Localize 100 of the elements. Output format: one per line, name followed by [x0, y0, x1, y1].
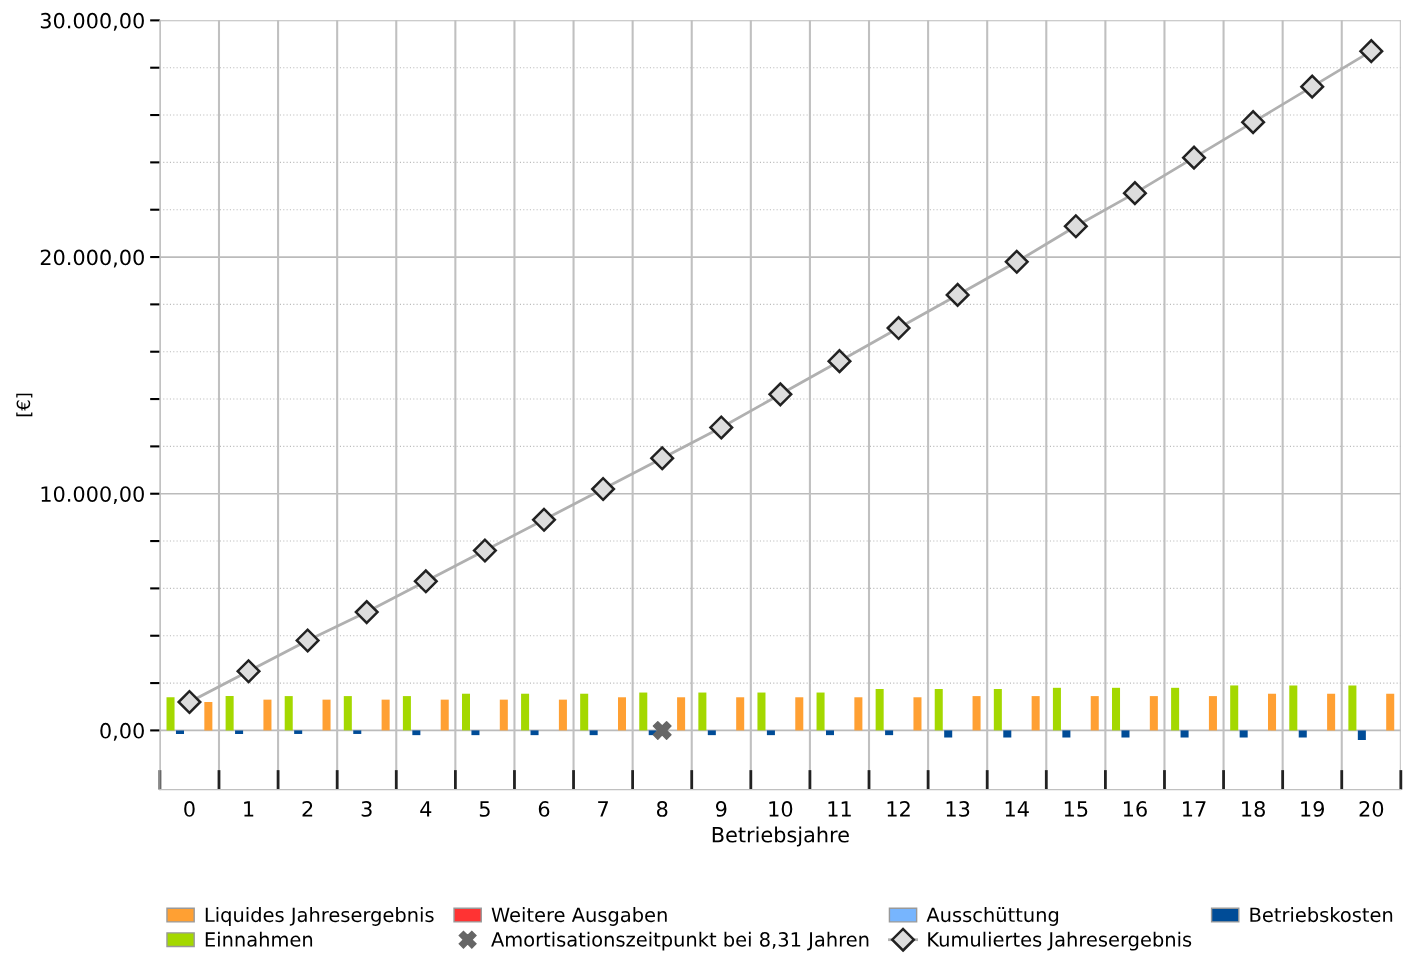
bar — [235, 730, 244, 734]
bar — [353, 730, 362, 734]
x-tick-label: 18 — [1242, 801, 1265, 817]
point — [1241, 110, 1266, 135]
point — [531, 507, 557, 532]
bar — [1031, 696, 1040, 731]
x-tick-label: 14 — [1005, 801, 1029, 817]
bar — [1090, 696, 1099, 731]
bar — [972, 696, 981, 731]
point — [354, 600, 379, 625]
x-tick-label: 16 — [1123, 801, 1147, 817]
bar — [1003, 730, 1012, 738]
point — [413, 569, 438, 594]
bar — [677, 697, 686, 731]
bar — [875, 688, 884, 731]
bar — [589, 730, 598, 736]
bar — [471, 730, 480, 736]
bar — [263, 699, 272, 731]
bar — [1348, 685, 1357, 731]
bar — [580, 693, 589, 731]
point — [886, 316, 911, 341]
bar — [795, 697, 804, 731]
point — [472, 538, 497, 563]
bar — [816, 692, 825, 731]
point — [236, 659, 261, 684]
bar — [440, 699, 449, 731]
x-tick-label: 20 — [1359, 801, 1384, 817]
x-tick-label: 10 — [769, 801, 793, 817]
point — [709, 415, 734, 440]
bar — [913, 697, 922, 731]
point — [295, 628, 320, 653]
bar — [1327, 693, 1336, 731]
x-tick-label: 5 — [479, 801, 490, 817]
legend-label: Einnahmen — [205, 931, 313, 947]
bar — [175, 730, 185, 734]
bar — [1052, 687, 1061, 731]
x-tick-label: 8 — [656, 801, 668, 817]
bar — [1121, 730, 1130, 738]
bar — [736, 697, 745, 731]
bar — [343, 696, 352, 731]
x-tick-label: 3 — [361, 801, 372, 817]
legend-label: Kumuliertes Jahresergebnis — [928, 931, 1192, 951]
x-tick-label: 11 — [828, 801, 851, 817]
x-tick-label: 17 — [1183, 801, 1206, 817]
legend-label: Weitere Ausgaben — [491, 907, 667, 926]
y-tick-label: 20.000,00 — [40, 249, 144, 268]
bar — [993, 688, 1002, 731]
bar — [617, 697, 627, 731]
bar — [402, 696, 411, 731]
bar — [1208, 696, 1217, 731]
x-tick-label: 1 — [244, 801, 254, 817]
bar — [284, 696, 293, 731]
bar — [698, 692, 707, 731]
point — [1004, 249, 1029, 274]
legend-label: Liquides Jahresergebnis — [205, 907, 434, 926]
bar — [854, 697, 863, 731]
bar — [412, 730, 421, 736]
point — [768, 382, 793, 407]
x-tick-label: 15 — [1064, 801, 1088, 817]
x-tick-label: 4 — [420, 801, 432, 817]
point — [945, 282, 970, 307]
bar — [499, 699, 508, 731]
point — [1300, 74, 1325, 99]
bar — [322, 699, 331, 731]
bar — [639, 692, 648, 731]
bar — [521, 693, 530, 731]
x-tick-label: 19 — [1301, 801, 1324, 817]
bar — [294, 730, 303, 734]
point — [1122, 181, 1147, 206]
y-tick-label: 0,00 — [100, 722, 144, 741]
bar — [1112, 687, 1121, 731]
legend-label: Amortisationszeitpunkt bei 8,31 Jahren — [491, 931, 869, 951]
point — [650, 446, 675, 471]
point — [1359, 39, 1384, 64]
y-tick-label: 10.000,00 — [41, 486, 144, 505]
bar — [461, 693, 471, 731]
y-tick-label: 30.000,00 — [40, 12, 144, 31]
x-tick-label: 13 — [946, 801, 970, 817]
bar — [225, 696, 234, 731]
bar — [166, 697, 175, 731]
bar — [1268, 693, 1277, 731]
bar — [1298, 730, 1307, 738]
bar — [1386, 693, 1395, 731]
bar — [766, 730, 775, 736]
legend-label: Betriebskosten — [1250, 907, 1393, 923]
point — [1181, 145, 1207, 170]
x-tick-label: 12 — [887, 801, 910, 817]
bar — [530, 730, 539, 736]
bar — [1357, 730, 1366, 740]
bar — [885, 730, 894, 736]
bar — [944, 730, 953, 738]
bar — [825, 730, 835, 736]
point — [1063, 214, 1088, 239]
bar — [1149, 696, 1158, 731]
bar — [1289, 685, 1298, 731]
bar — [1239, 730, 1248, 738]
bar — [381, 699, 390, 731]
bar — [1171, 687, 1180, 731]
bar — [1180, 730, 1189, 738]
bar — [558, 699, 567, 731]
